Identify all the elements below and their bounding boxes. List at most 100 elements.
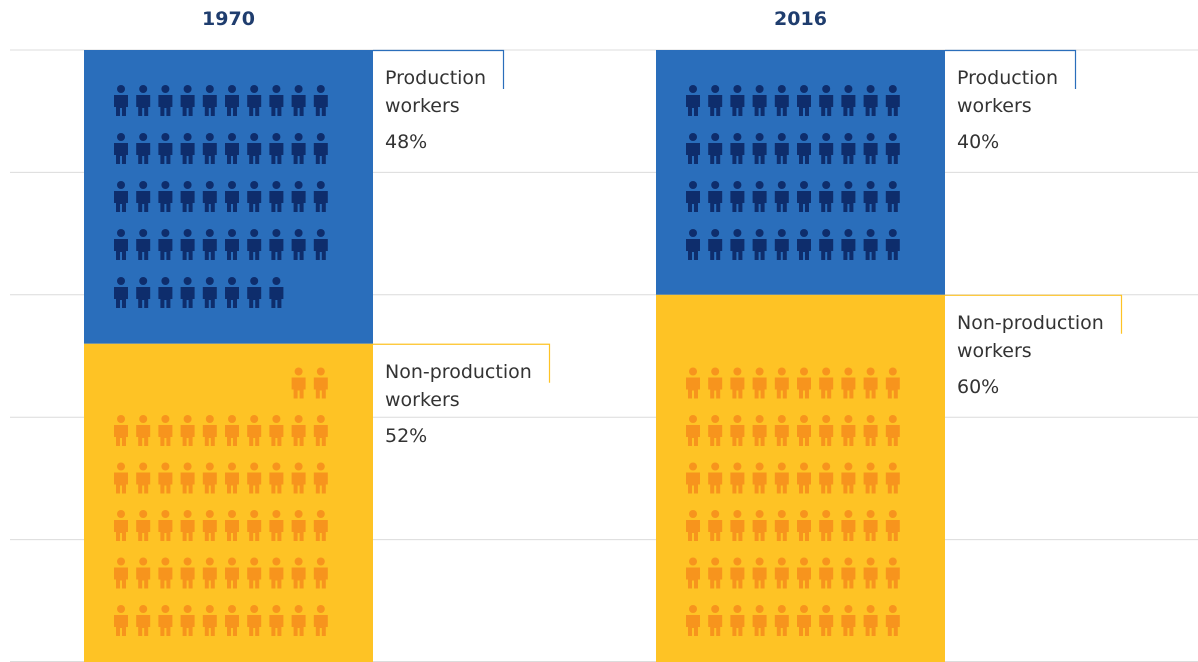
person-head xyxy=(689,557,697,566)
person-body xyxy=(841,191,856,212)
person-head xyxy=(294,367,303,376)
person-head xyxy=(316,181,325,189)
person-body xyxy=(136,143,151,164)
person-body xyxy=(291,520,306,541)
person-head xyxy=(294,133,303,141)
person-head xyxy=(711,557,720,566)
person-head xyxy=(228,277,236,285)
person-head xyxy=(294,510,303,518)
person-body xyxy=(819,472,834,494)
person-head xyxy=(844,181,853,189)
person-body xyxy=(247,95,262,116)
person-head xyxy=(228,510,236,518)
person-body xyxy=(863,520,878,541)
person-body xyxy=(136,95,151,116)
person-head xyxy=(844,367,853,376)
person-body xyxy=(225,95,239,116)
person-head xyxy=(777,415,786,423)
person-body xyxy=(686,615,700,636)
person-body xyxy=(269,520,284,541)
person-body xyxy=(180,239,195,260)
segment-label: Non-production workers 52% xyxy=(385,358,575,450)
person-body xyxy=(291,191,306,212)
person-head xyxy=(711,85,720,93)
person-head xyxy=(689,181,697,189)
person-body xyxy=(180,287,195,308)
person-head xyxy=(161,133,170,141)
person-head xyxy=(822,229,831,237)
person-body xyxy=(158,239,173,260)
person-body xyxy=(797,377,811,399)
person-head xyxy=(888,85,897,93)
person-body xyxy=(269,239,284,260)
person-head xyxy=(228,557,236,566)
person-head xyxy=(755,367,764,376)
person-body xyxy=(797,472,811,494)
person-body xyxy=(225,287,239,308)
person-head xyxy=(689,85,697,93)
value-label: 40% xyxy=(957,131,1000,153)
year-label: 2016 xyxy=(774,8,827,30)
person-head xyxy=(205,462,214,471)
person-body xyxy=(797,520,811,541)
person-body xyxy=(730,567,745,589)
person-body xyxy=(313,191,328,212)
person-body xyxy=(819,191,834,212)
person-body xyxy=(225,191,239,212)
person-body xyxy=(136,615,151,636)
person-head xyxy=(139,605,148,613)
person-body xyxy=(136,472,151,494)
person-body xyxy=(180,425,195,446)
person-body xyxy=(863,615,878,636)
person-body xyxy=(269,143,284,164)
person-body xyxy=(313,377,328,399)
person-head xyxy=(711,229,720,237)
person-body xyxy=(136,520,151,541)
connector-line xyxy=(373,49,505,89)
person-head xyxy=(294,181,303,189)
person-body xyxy=(774,191,789,212)
segment xyxy=(84,343,373,662)
person-head xyxy=(888,415,897,423)
person-head xyxy=(844,605,853,613)
person-head xyxy=(800,133,808,141)
person-body xyxy=(885,191,900,212)
person-head xyxy=(294,85,303,93)
segment-label: Production workers 48% xyxy=(385,64,575,156)
value-label: 60% xyxy=(957,375,1000,398)
person-head xyxy=(888,462,897,471)
person-body xyxy=(291,472,306,494)
person-body xyxy=(136,191,151,212)
person-head xyxy=(777,181,786,189)
person-body xyxy=(752,425,767,446)
person-head xyxy=(822,557,831,566)
person-head xyxy=(228,605,236,613)
person-body xyxy=(774,95,789,116)
person-body xyxy=(158,425,173,446)
segment-label: Non-production workers 60% xyxy=(957,309,1147,401)
person-head xyxy=(866,605,875,613)
person-head xyxy=(777,557,786,566)
person-body xyxy=(774,520,789,541)
person-head xyxy=(689,415,697,423)
person-head xyxy=(866,133,875,141)
person-head xyxy=(205,415,214,423)
person-body xyxy=(202,191,217,212)
person-head xyxy=(117,415,125,423)
person-body xyxy=(225,615,239,636)
person-head xyxy=(777,367,786,376)
person-head xyxy=(294,415,303,423)
person-body xyxy=(114,191,128,212)
person-body xyxy=(291,95,306,116)
person-head xyxy=(316,415,325,423)
person-body xyxy=(114,472,128,494)
icon-group xyxy=(114,85,328,308)
person-body xyxy=(313,95,328,116)
person-body xyxy=(686,377,700,399)
person-head xyxy=(228,85,236,93)
person-head xyxy=(250,462,259,471)
person-body xyxy=(863,377,878,399)
person-head xyxy=(866,557,875,566)
person-body xyxy=(225,567,239,589)
